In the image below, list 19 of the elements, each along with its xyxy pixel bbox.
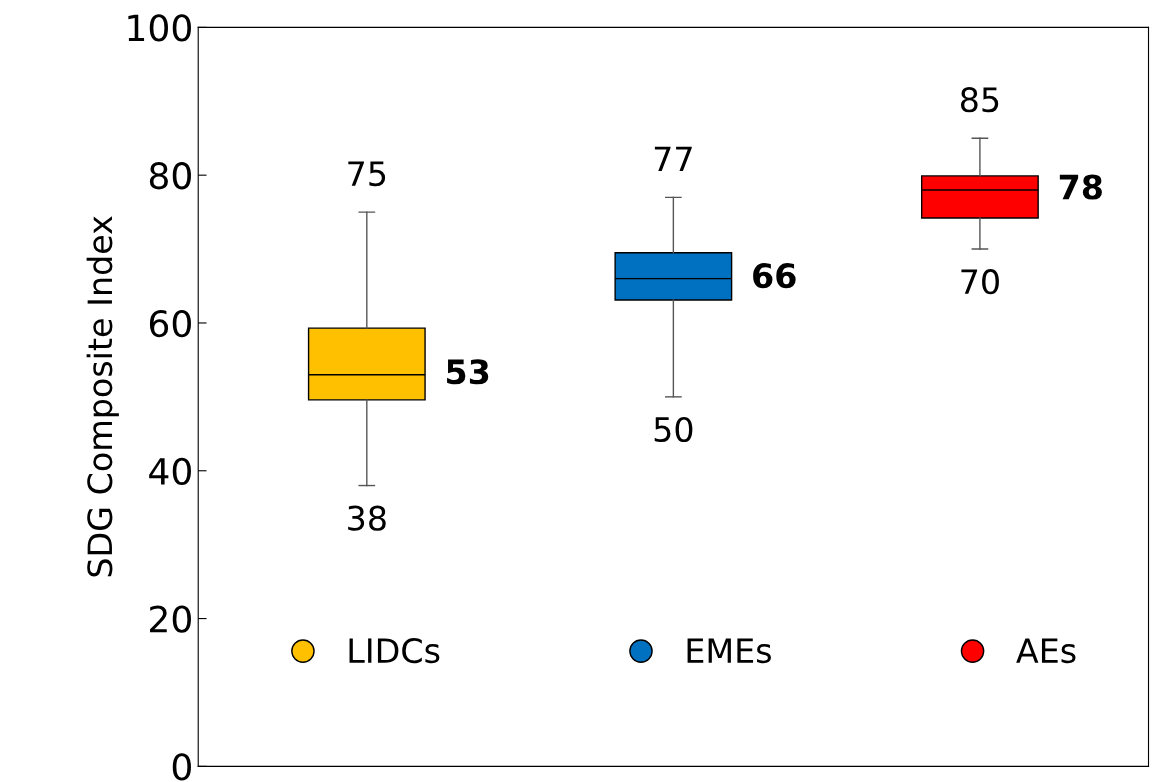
legend-label: EMEs bbox=[687, 638, 771, 664]
annotation: 85 bbox=[960, 87, 999, 113]
y-axis-title: SDG Composite Index bbox=[86, 216, 119, 577]
y-tick-label: 20 bbox=[150, 605, 191, 633]
annotation: 53 bbox=[447, 359, 489, 385]
annotation: 50 bbox=[654, 416, 693, 443]
annotation: 66 bbox=[753, 263, 796, 289]
legend-label: AEs bbox=[1016, 638, 1076, 664]
y-tick-label: 0 bbox=[172, 753, 191, 781]
annotation: 70 bbox=[961, 269, 999, 295]
annotation: 38 bbox=[348, 505, 386, 531]
annotation: 78 bbox=[1059, 174, 1102, 200]
y-tick-label: 60 bbox=[149, 309, 191, 338]
legend-label: LIDCs bbox=[349, 638, 440, 664]
y-tick-label: 40 bbox=[149, 457, 191, 485]
y-tick-label: 100 bbox=[128, 14, 191, 42]
annotation: 77 bbox=[654, 146, 692, 171]
annotation: 75 bbox=[348, 161, 386, 187]
y-tick-label: 80 bbox=[149, 162, 191, 190]
